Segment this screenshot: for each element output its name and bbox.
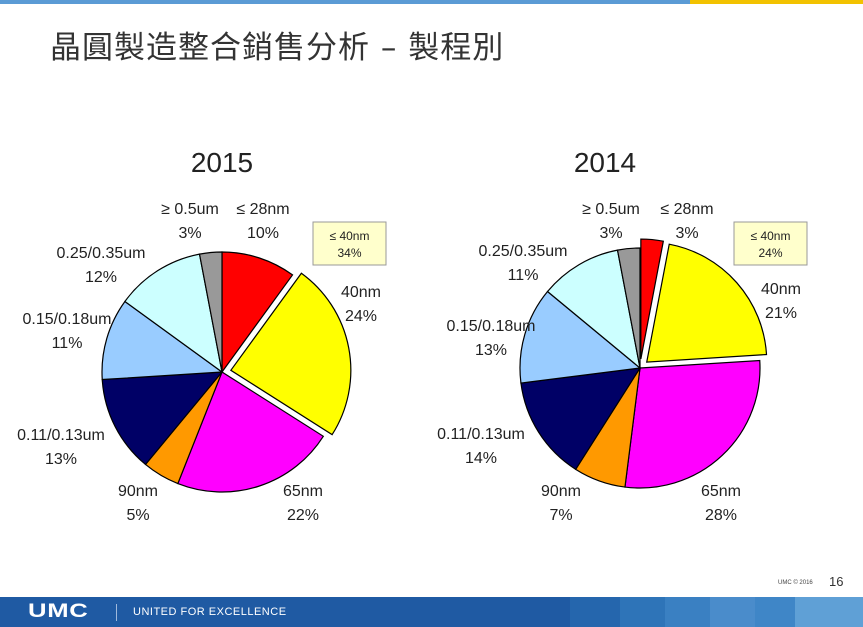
slice-value-0-5um: 3%: [178, 225, 201, 242]
pie-slice-65nm: [624, 359, 761, 489]
pie-slice-28nm: [221, 251, 294, 374]
callout-box: [312, 221, 387, 266]
pie-slice-40nm: [229, 272, 352, 436]
slice-value-0-15-0-18um: 13%: [475, 342, 507, 359]
slice-value-28nm: 10%: [247, 225, 279, 242]
slice-label-90nm: 90nm: [118, 483, 158, 500]
pie-slice-0-5um: [198, 251, 223, 373]
pie-slice-0-11-0-13um: [101, 371, 224, 466]
pie-slice-0-25-0-35um: [546, 249, 641, 370]
pie-charts: 2015 ≤ 28nm 10% 40nm 24% 65nm 22% 90nm 5% 0.11/0.…: [17, 147, 808, 524]
slice-label-28nm: ≤ 28nm: [236, 201, 289, 218]
pie-slice-40nm: [646, 243, 768, 363]
pie-slice-0-15-0-18um: [519, 290, 642, 384]
pie-slice-0-25-0-35um: [124, 253, 223, 374]
footer-tagline: UNITED FOR EXCELLENCE: [133, 606, 287, 618]
chart-title: 2015: [191, 147, 253, 178]
callout-value: 34%: [337, 246, 361, 260]
slice-value-0-25-0-35um: 11%: [508, 267, 539, 284]
slice-label-40nm: 40nm: [341, 284, 381, 301]
slice-value-0-25-0-35um: 12%: [85, 269, 117, 286]
pie-chart-2015: 2015 ≤ 28nm 10% 40nm 24% 65nm 22% 90nm 5% 0.11/0.…: [17, 147, 387, 524]
footer-bar: UMC UNITED FOR EXCELLENCE: [0, 597, 863, 627]
slice-label-0-15-0-18um: 0.15/0.18um: [23, 311, 112, 328]
pie-slice-28nm: [640, 238, 665, 360]
callout-box: [733, 221, 808, 266]
callout-value: 24%: [758, 246, 782, 260]
page-number: 16: [829, 574, 844, 589]
slice-value-0-5um: 3%: [599, 225, 622, 242]
pie-slice-0-15-0-18um: [101, 300, 224, 381]
slice-value-0-11-0-13um: 13%: [45, 451, 77, 468]
slide-title: 晶圓製造整合銷售分析 – 製程別: [50, 30, 505, 66]
slice-value-65nm: 22%: [287, 507, 319, 524]
callout-label: ≤ 40nm: [330, 229, 370, 243]
slice-label-0-5um: ≥ 0.5um: [161, 201, 219, 218]
copyright: UMC © 2016: [778, 580, 813, 586]
top-accent-bar: [0, 0, 863, 4]
slice-label-90nm: 90nm: [541, 483, 581, 500]
slice-label-0-25-0-35um: 0.25/0.35um: [57, 245, 146, 262]
slice-value-90nm: 5%: [126, 507, 149, 524]
slice-label-0-15-0-18um: 0.15/0.18um: [447, 318, 536, 335]
slice-value-90nm: 7%: [549, 507, 572, 524]
pie-slice-0-11-0-13um: [520, 367, 642, 471]
pie-slice-65nm: [177, 371, 325, 493]
slice-label-0-11-0-13um: 0.11/0.13um: [437, 426, 525, 443]
umc-logo: UMC: [28, 601, 89, 622]
callout-label: ≤ 40nm: [751, 229, 791, 243]
slice-value-0-15-0-18um: 11%: [52, 335, 83, 352]
slice-label-28nm: ≤ 28nm: [660, 201, 713, 218]
chart-title: 2014: [574, 147, 636, 178]
slice-label-65nm: 65nm: [283, 483, 323, 500]
pie-chart-2014: 2014 ≤ 28nm 3% 40nm 21% 65nm 28% 90nm 7% 0.11/0.1…: [437, 147, 808, 524]
slice-value-0-11-0-13um: 14%: [465, 450, 497, 467]
pie-slice-0-5um: [616, 247, 641, 369]
slice-value-65nm: 28%: [705, 507, 737, 524]
slice-value-40nm: 21%: [765, 305, 797, 322]
slice-label-0-25-0-35um: 0.25/0.35um: [479, 243, 568, 260]
slice-value-28nm: 3%: [675, 225, 698, 242]
footer-divider: [116, 604, 117, 621]
slice-value-40nm: 24%: [345, 308, 377, 325]
slice-label-0-5um: ≥ 0.5um: [582, 201, 640, 218]
slice-label-40nm: 40nm: [761, 281, 801, 298]
slice-label-65nm: 65nm: [701, 483, 741, 500]
slice-label-0-11-0-13um: 0.11/0.13um: [17, 427, 105, 444]
